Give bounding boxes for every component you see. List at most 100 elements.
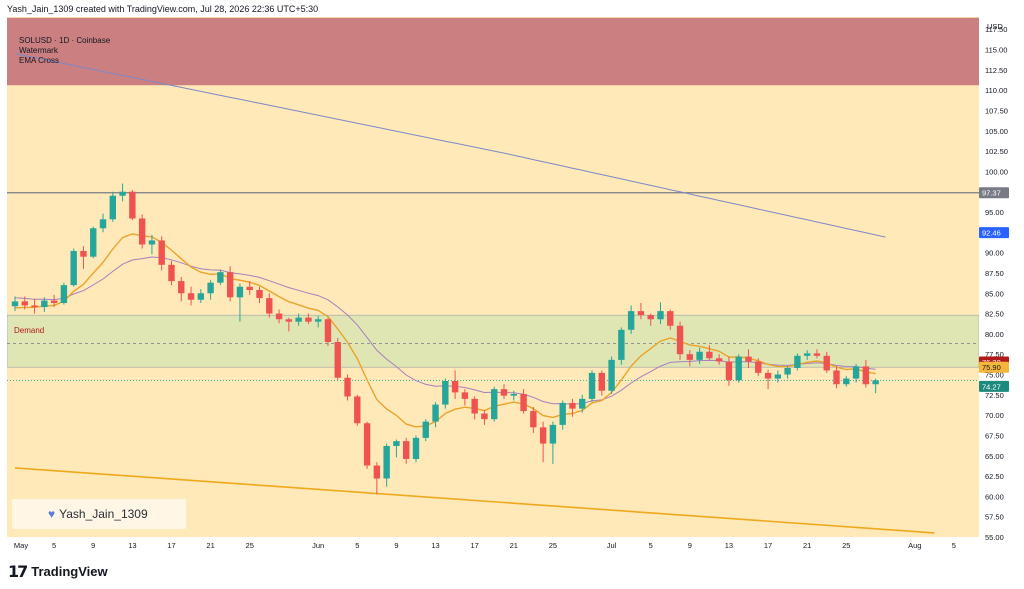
long-sma-line[interactable] (14, 53, 886, 238)
candle-body[interactable] (862, 366, 870, 385)
time-axis[interactable] (7, 537, 979, 553)
candle-body[interactable] (686, 354, 694, 360)
candle-body[interactable] (148, 240, 156, 245)
candle-body[interactable] (344, 377, 351, 397)
candle-body[interactable] (11, 301, 19, 307)
candle-body[interactable] (354, 396, 361, 424)
demand-zone[interactable] (7, 314, 980, 368)
candle-body[interactable] (393, 441, 400, 446)
candle-body[interactable] (794, 355, 801, 368)
candle-body[interactable] (119, 191, 126, 196)
candle-body[interactable] (451, 381, 459, 393)
candle-body[interactable] (422, 421, 429, 438)
candle-body[interactable] (334, 342, 341, 378)
candle-body[interactable] (471, 398, 478, 414)
candle-body[interactable] (31, 305, 38, 308)
candle-body[interactable] (285, 319, 293, 322)
candle-body[interactable] (168, 264, 175, 282)
candle-body[interactable] (412, 437, 420, 459)
candle-body[interactable] (50, 300, 58, 303)
legend-symbol[interactable]: SOLUSD · 1D · Coinbase (19, 36, 111, 45)
candle-body[interactable] (217, 272, 224, 283)
candle-body[interactable] (510, 394, 517, 396)
candle-body[interactable] (559, 402, 566, 425)
candle-body[interactable] (823, 355, 830, 371)
candle-body[interactable] (579, 398, 586, 409)
candle-body[interactable] (500, 389, 508, 396)
candle-body[interactable] (266, 298, 273, 314)
candle-body[interactable] (129, 191, 136, 219)
candle-body[interactable] (21, 301, 28, 306)
candle-body[interactable] (833, 370, 840, 385)
plot-background[interactable] (7, 17, 979, 537)
candle-body[interactable] (383, 446, 390, 479)
candle-body[interactable] (637, 311, 645, 316)
candle-body[interactable] (569, 402, 576, 409)
supply-zone[interactable] (7, 17, 979, 86)
candle-body[interactable] (256, 290, 263, 299)
candle-body[interactable] (696, 351, 703, 360)
candle-body[interactable] (715, 358, 723, 362)
candle-body[interactable] (647, 315, 654, 320)
candle-body[interactable] (246, 286, 253, 290)
candle-body[interactable] (549, 424, 557, 444)
candle-body[interactable] (324, 319, 332, 342)
trendline[interactable] (14, 467, 935, 534)
candle-body[interactable] (872, 380, 879, 385)
candle-body[interactable] (745, 356, 752, 362)
candle-body[interactable] (676, 325, 684, 355)
candle-body[interactable] (432, 404, 439, 422)
candle-body[interactable] (236, 286, 244, 298)
candle-body[interactable] (138, 218, 146, 245)
candle-body[interactable] (197, 293, 205, 300)
candle-body[interactable] (481, 413, 488, 420)
candle-body[interactable] (305, 317, 312, 322)
legend-watermark[interactable]: Watermark (19, 46, 58, 55)
candle-body[interactable] (207, 282, 214, 294)
candle-body[interactable] (461, 392, 469, 399)
candle-body[interactable] (187, 293, 195, 300)
candle-body[interactable] (295, 317, 302, 322)
ema-fast-line[interactable] (14, 233, 876, 428)
candle-body[interactable] (314, 319, 322, 322)
candle-body[interactable] (70, 251, 77, 286)
candle-body[interactable] (158, 240, 165, 265)
chart-area[interactable]: USD 117.50 115.00 112.50 110.00 107.50 105.00 1… (7, 17, 1019, 553)
candle-body[interactable] (598, 372, 605, 391)
candle-body[interactable] (491, 389, 498, 420)
candle-body[interactable] (764, 372, 772, 379)
candle-body[interactable] (755, 361, 762, 373)
candle-body[interactable] (784, 368, 791, 375)
candle-body[interactable] (735, 356, 742, 381)
candle-body[interactable] (363, 423, 371, 466)
candle-body[interactable] (403, 441, 410, 459)
candle-body[interactable] (706, 351, 713, 359)
candle-body[interactable] (803, 353, 811, 356)
candle-body[interactable] (442, 381, 449, 405)
candle-body[interactable] (627, 311, 635, 330)
candle-body[interactable] (530, 411, 537, 428)
candle-body[interactable] (667, 311, 674, 326)
candle-body[interactable] (178, 281, 185, 294)
candle-body[interactable] (60, 285, 68, 303)
candle-body[interactable] (275, 313, 283, 320)
candle-body[interactable] (843, 378, 850, 385)
tradingview-footer[interactable]: 17 TradingView (8, 562, 108, 581)
candle-body[interactable] (90, 228, 97, 257)
candle-body[interactable] (80, 251, 87, 257)
candle-body[interactable] (373, 465, 381, 479)
candle-body[interactable] (618, 329, 625, 360)
candle-body[interactable] (539, 427, 547, 444)
candle-body[interactable] (226, 272, 234, 298)
candle-body[interactable] (41, 300, 48, 308)
candle-body[interactable] (813, 353, 821, 356)
candle-body[interactable] (608, 359, 615, 391)
candle-body[interactable] (774, 374, 782, 379)
candle-body[interactable] (109, 195, 116, 220)
candle-body[interactable] (852, 366, 860, 379)
candle-body[interactable] (588, 372, 596, 399)
legend-ema-cross[interactable]: EMA Cross (19, 56, 60, 65)
candle-body[interactable] (99, 219, 107, 229)
price-axis[interactable] (979, 17, 1019, 553)
